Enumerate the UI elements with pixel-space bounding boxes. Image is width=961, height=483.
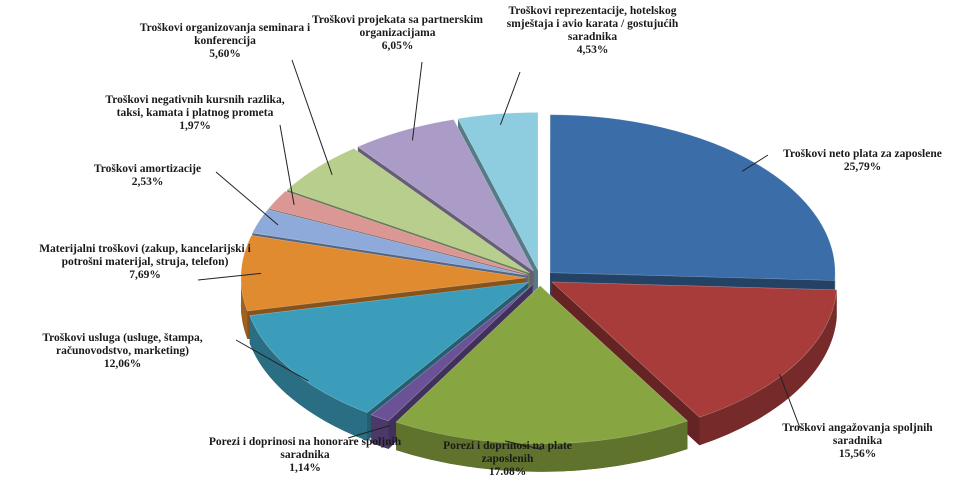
value-label: 15,56% [838, 448, 877, 460]
value-label: 7,69% [129, 269, 161, 281]
slice [551, 281, 837, 418]
slice-label: Troškovi negativnih kursnih razlika, tak… [95, 94, 295, 133]
slice [395, 285, 689, 445]
slice [249, 281, 530, 413]
leader-line [197, 272, 262, 281]
slice [357, 119, 534, 272]
leader-line [215, 171, 279, 226]
category-label: Troškovi usluga (usluge, štampa, računov… [42, 332, 203, 357]
value-label: 2,53% [131, 176, 164, 188]
value-label: 17.08% [488, 466, 527, 478]
leader-line [347, 424, 391, 439]
slice [549, 114, 836, 281]
leader-line [291, 59, 333, 175]
slice [268, 190, 528, 275]
slice-wall [241, 277, 248, 339]
category-label: Troškovi negativnih kursnih razlika, tak… [105, 94, 285, 119]
leader-line [741, 154, 769, 172]
slice-label: Porezi i doprinosi na plate zaposlenih 17… [420, 440, 595, 479]
value-label: 1,14% [289, 462, 321, 474]
category-label: Porezi i doprinosi na plate zaposlenih [443, 440, 572, 465]
slice-label: Troškovi organizovanja seminara i konfer… [130, 22, 320, 61]
slice-label: Troškovi usluga (usluge, štampa, računov… [10, 332, 235, 371]
slice [251, 209, 527, 276]
slice-label: Troškovi amortizacije 2,53% [75, 163, 220, 189]
value-label: 12,06% [103, 358, 142, 370]
category-label: Troškovi amortizacije [93, 163, 202, 175]
value-label: 5,60% [209, 48, 241, 60]
value-label: 25,79% [843, 161, 882, 173]
value-label: 6,05% [381, 40, 414, 52]
leader-line [279, 124, 295, 205]
slice-label: Troškovi reprezentacije, hotelskog smješ… [505, 5, 680, 57]
slice [286, 148, 530, 274]
slice-wall [249, 315, 368, 441]
slice-side [371, 284, 533, 443]
slice-wall [699, 289, 837, 446]
leader-line [411, 61, 423, 141]
slice [457, 112, 539, 271]
leader-line [499, 71, 521, 126]
slice-label: Materijalni troškovi (zakup, kancelarijs… [35, 243, 255, 282]
leader-line [504, 440, 543, 450]
category-label: Troškovi reprezentacije, hotelskog smješ… [506, 5, 679, 43]
leader-line [779, 373, 801, 429]
slice-label: Troškovi neto plata za zaposlene 25,79% [760, 148, 961, 174]
slice-label: Troškovi projekata sa partnerskim organi… [305, 14, 490, 53]
category-label: Porezi i doprinosi na honorare spoljnih … [208, 436, 402, 461]
slice-label: Troškovi angažovanja spoljnih saradnika 1… [770, 422, 945, 461]
category-label: Troškovi angažovanja spoljnih saradnika [782, 422, 933, 447]
slice [240, 235, 527, 312]
value-label: 1,97% [179, 120, 211, 132]
slice-wall [396, 420, 688, 472]
leader-line [235, 339, 309, 382]
category-label: Troškovi neto plata za zaposlene [783, 148, 942, 160]
category-label: Troškovi projekata sa partnerskim organi… [312, 14, 483, 39]
category-label: Troškovi organizovanja seminara i konfer… [139, 22, 311, 47]
slice-wall [371, 414, 389, 449]
category-label: Materijalni troškovi (zakup, kancelarijs… [39, 243, 251, 268]
slice [370, 284, 533, 422]
slice-label: Porezi i doprinosi na honorare spoljnih … [205, 436, 405, 475]
value-label: 4,53% [576, 44, 609, 56]
